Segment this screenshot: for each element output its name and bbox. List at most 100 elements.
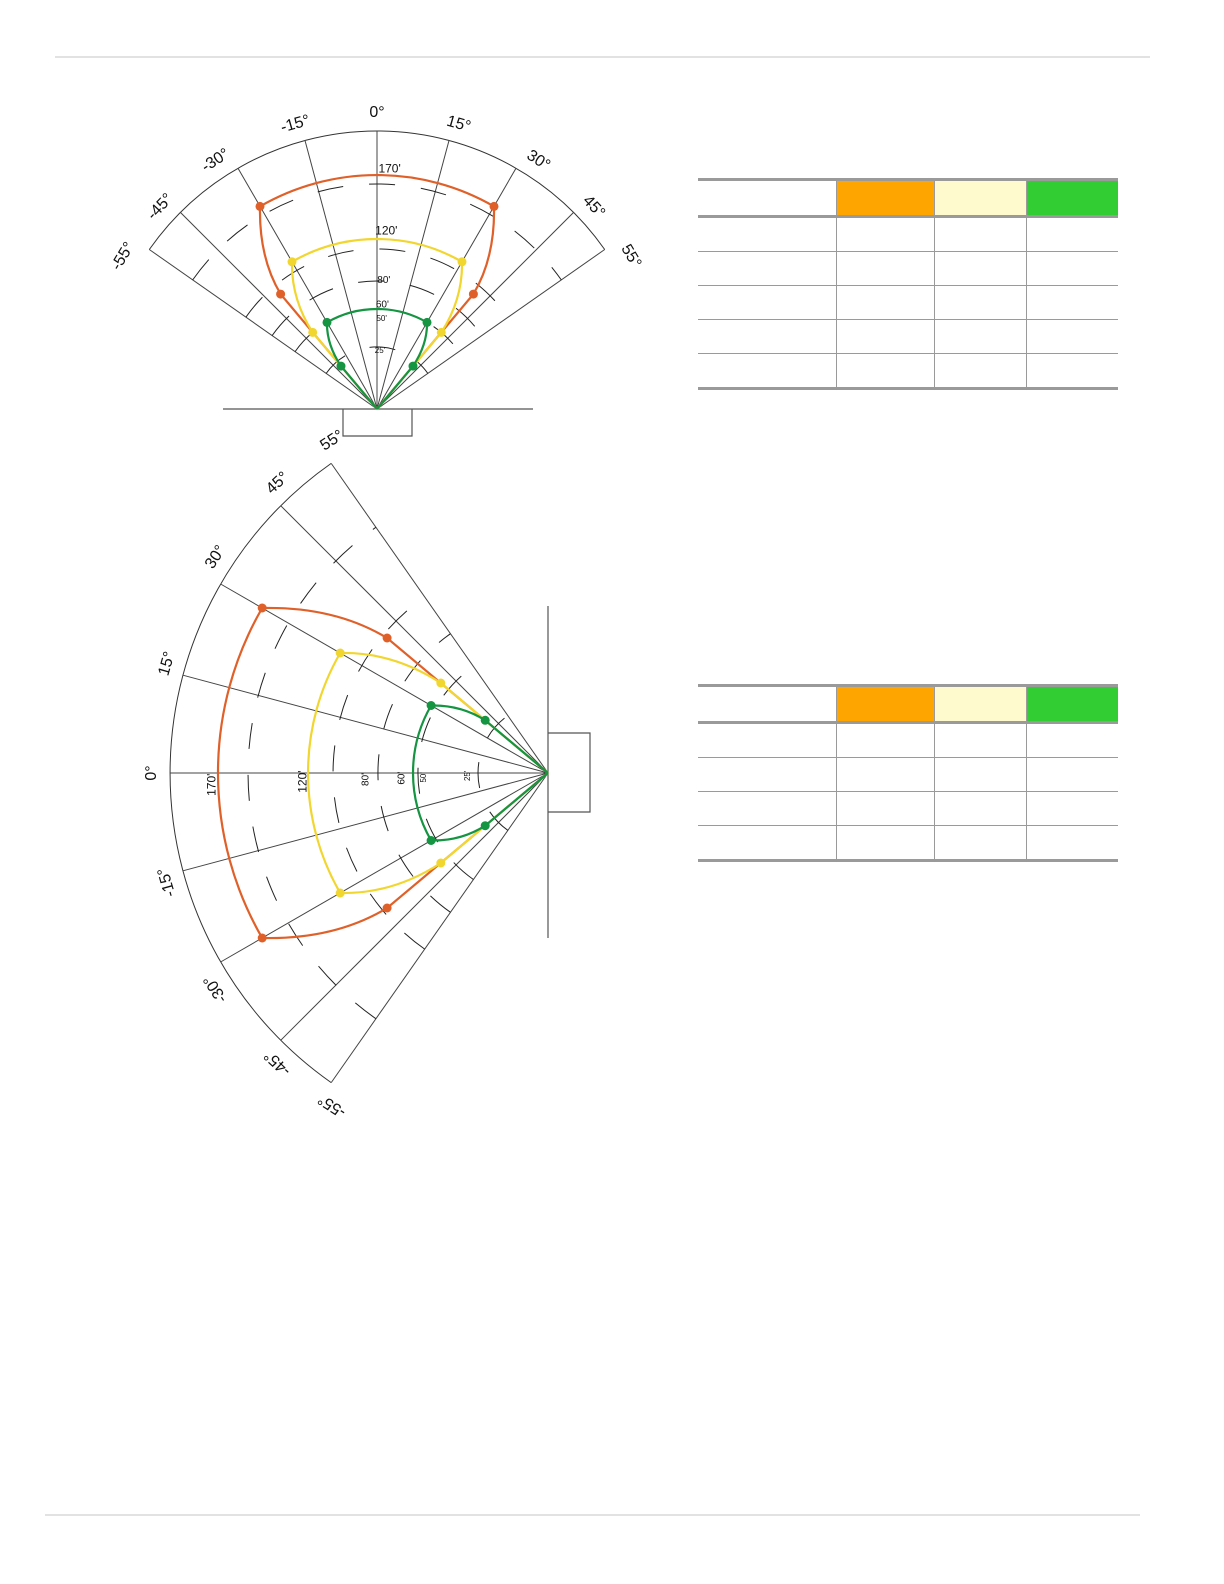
header-cell: [698, 684, 836, 724]
distance-label: 120': [375, 223, 397, 237]
curve-marker: [257, 603, 267, 613]
curve-marker: [336, 361, 346, 371]
table-header-row: [698, 178, 1118, 218]
table-cell: [933, 791, 1026, 826]
distance-label: 50': [376, 314, 387, 323]
table-cell: [933, 251, 1026, 286]
table-row: [698, 722, 1118, 758]
coverage-curve-green: [325, 307, 429, 410]
header-yellow-swatch: [933, 178, 1026, 218]
header-orange-swatch: [835, 178, 934, 218]
curve-marker: [382, 633, 392, 643]
table-row: [698, 251, 1118, 286]
table-row: [698, 825, 1118, 862]
table-cell: [933, 216, 1026, 252]
radial-line: [330, 772, 549, 1083]
curve-marker: [480, 715, 490, 725]
distance-label: 50': [419, 772, 428, 783]
curve-marker: [408, 361, 418, 371]
distance-label: 25': [463, 770, 472, 781]
table-cell: [835, 757, 934, 792]
table-cell: [698, 251, 836, 286]
table-cell: [698, 791, 836, 826]
curve-marker: [426, 701, 436, 710]
table-header-row: [698, 684, 1118, 724]
distance-label: 170': [204, 774, 218, 796]
distance-label: 120': [295, 770, 309, 792]
angle-label: -45°: [261, 1047, 294, 1080]
table-row: [698, 319, 1118, 354]
coverage-curve-yellow: [306, 651, 549, 895]
table-cell: [1025, 825, 1118, 862]
coverage-table-side: [698, 684, 1118, 862]
radial-line: [180, 212, 378, 410]
angle-label: 45°: [263, 469, 292, 498]
table-cell: [933, 722, 1026, 758]
curve-marker: [480, 821, 490, 831]
table-cell: [698, 319, 836, 354]
table-cell: [933, 825, 1026, 862]
table-cell: [835, 791, 934, 826]
table-cell: [698, 722, 836, 758]
angle-label: 30°: [202, 542, 229, 572]
header-orange-swatch: [835, 684, 934, 724]
table-cell: [835, 353, 934, 390]
table-cell: [933, 285, 1026, 320]
table-cell: [698, 216, 836, 252]
table-row: [698, 353, 1118, 390]
curve-marker: [335, 648, 345, 658]
table-cell: [835, 722, 934, 758]
header-green-swatch: [1025, 684, 1118, 724]
angle-label: -55°: [315, 1090, 349, 1120]
distance-arc: [417, 666, 474, 880]
distance-label: 80': [361, 773, 372, 786]
table-cell: [698, 757, 836, 792]
table-cell: [698, 353, 836, 390]
radial-line: [149, 249, 378, 410]
curve-marker: [335, 888, 345, 898]
coverage-curve-orange: [258, 173, 496, 410]
angle-label: 15°: [156, 650, 179, 678]
table-cell: [1025, 319, 1118, 354]
curve-marker: [436, 327, 446, 337]
header-green-swatch: [1025, 178, 1118, 218]
curve-marker: [436, 678, 446, 688]
table-cell: [835, 251, 934, 286]
angle-label: 55°: [317, 427, 347, 454]
curve-marker: [489, 201, 499, 211]
curve-marker: [457, 257, 467, 267]
coverage-curve-orange: [216, 606, 549, 940]
curve-marker: [322, 317, 332, 327]
top-divider: [55, 56, 1150, 58]
radial-line: [182, 772, 549, 872]
table-cell: [698, 285, 836, 320]
table-cell: [835, 825, 934, 862]
radial-line: [376, 212, 574, 410]
table-cell: [835, 319, 934, 354]
table-cell: [1025, 353, 1118, 390]
table-cell: [835, 216, 934, 252]
distance-label: 60': [376, 300, 389, 311]
header-cell: [698, 178, 836, 218]
radial-line: [330, 463, 549, 774]
curve-marker: [426, 836, 436, 845]
table-row: [698, 285, 1118, 320]
radial-line: [280, 505, 549, 774]
curve-marker: [287, 257, 297, 267]
table-cell: [1025, 285, 1118, 320]
table-cell: [1025, 791, 1118, 826]
distance-label: 25': [375, 346, 386, 355]
table-cell: [1025, 757, 1118, 792]
radial-line: [182, 674, 549, 774]
angle-label: -30°: [200, 972, 230, 1006]
mounting-bracket: [547, 606, 591, 938]
radial-line: [376, 140, 450, 410]
curve-marker: [436, 858, 446, 868]
radial-line: [220, 772, 549, 963]
table-cell: [1025, 722, 1118, 758]
angle-label: 0°: [143, 765, 160, 780]
table-cell: [835, 285, 934, 320]
coverage-curve-yellow: [290, 238, 464, 410]
coverage-curve-green: [411, 704, 549, 842]
table-row: [698, 757, 1118, 792]
